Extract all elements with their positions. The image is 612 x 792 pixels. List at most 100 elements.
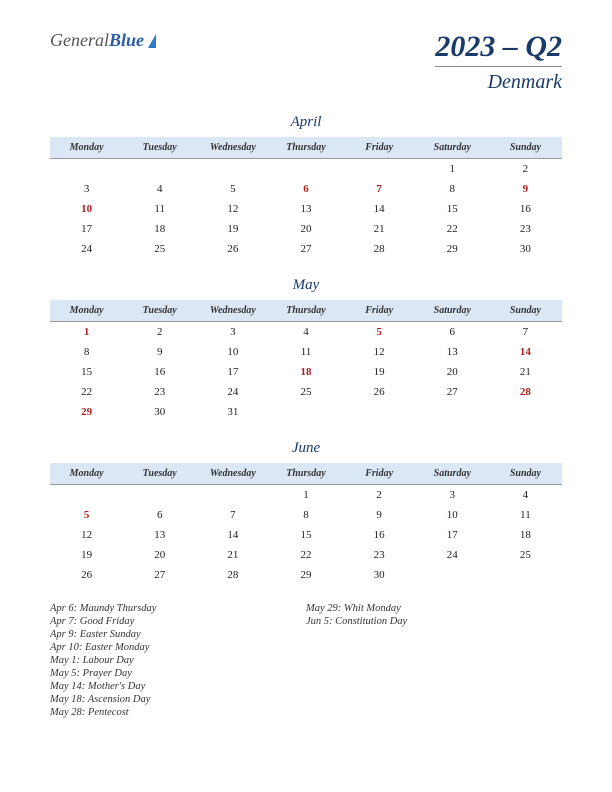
day-header: Tuesday [123, 300, 196, 322]
calendar-cell: 1 [50, 322, 123, 343]
logo-triangle-icon [148, 34, 156, 48]
calendar-cell: 7 [489, 322, 562, 343]
holiday-entry: May 28: Pentecost [50, 707, 306, 718]
holiday-entry: May 1: Labour Day [50, 655, 306, 666]
calendar-cell: 1 [269, 485, 342, 506]
calendar-cell: 23 [489, 219, 562, 239]
day-header: Tuesday [123, 137, 196, 159]
calendar-cell: 3 [196, 322, 269, 343]
holiday-entry: May 29: Whit Monday [306, 603, 562, 614]
calendar-cell: 21 [343, 219, 416, 239]
calendar-cell: 22 [50, 382, 123, 402]
calendar-cell: 13 [269, 199, 342, 219]
calendar-cell: 21 [489, 362, 562, 382]
day-header: Friday [343, 300, 416, 322]
holidays-section: Apr 6: Maundy Thursday Apr 7: Good Friday… [50, 603, 562, 720]
calendar-cell: 18 [489, 525, 562, 545]
calendar-cell [416, 402, 489, 422]
calendar-cell: 21 [196, 545, 269, 565]
calendar-cell: 3 [416, 485, 489, 506]
calendar-cell: 14 [196, 525, 269, 545]
holiday-entry: Apr 6: Maundy Thursday [50, 603, 306, 614]
calendar-cell: 30 [123, 402, 196, 422]
calendar-cell: 27 [416, 382, 489, 402]
month-block: MayMondayTuesdayWednesdayThursdayFridayS… [50, 277, 562, 422]
calendar-cell: 2 [123, 322, 196, 343]
holiday-entry: May 18: Ascension Day [50, 694, 306, 705]
calendar-cell: 18 [269, 362, 342, 382]
calendar-cell: 20 [123, 545, 196, 565]
calendar-cell: 20 [416, 362, 489, 382]
calendar-cell: 29 [269, 565, 342, 585]
calendar-cell: 9 [343, 505, 416, 525]
calendar-cell: 19 [50, 545, 123, 565]
calendar-cell [269, 159, 342, 180]
calendar-cell: 15 [416, 199, 489, 219]
holiday-entry: Jun 5: Constitution Day [306, 616, 562, 627]
day-header: Monday [50, 463, 123, 485]
day-header: Sunday [489, 300, 562, 322]
calendar-cell: 24 [50, 239, 123, 259]
holiday-entry: Apr 7: Good Friday [50, 616, 306, 627]
logo: GeneralBlue [50, 30, 156, 51]
calendar-cell: 14 [489, 342, 562, 362]
calendar-cell: 5 [50, 505, 123, 525]
calendar-row: 567891011 [50, 505, 562, 525]
calendar-cell [50, 159, 123, 180]
month-block: June MondayTuesdayWednesdayThursdayFriday… [50, 440, 562, 585]
calendar-cell: 9 [489, 179, 562, 199]
calendar-cell: 4 [489, 485, 562, 506]
calendar-cell: 30 [489, 239, 562, 259]
calendar-row: 15161718192021 [50, 362, 562, 382]
calendar-cell: 10 [50, 199, 123, 219]
calendar-cell: 20 [269, 219, 342, 239]
day-header: Friday [343, 463, 416, 485]
calendar-cell: 6 [269, 179, 342, 199]
calendar-cell: 9 [123, 342, 196, 362]
day-header: Monday [50, 137, 123, 159]
calendar-cell: 17 [416, 525, 489, 545]
day-header: Sunday [489, 463, 562, 485]
calendar-cell: 23 [343, 545, 416, 565]
calendar-cell: 26 [343, 382, 416, 402]
calendar-cell: 17 [50, 219, 123, 239]
calendar-row: 891011121314 [50, 342, 562, 362]
calendar-cell: 18 [123, 219, 196, 239]
calendar-cell: 31 [196, 402, 269, 422]
calendar-cell: 28 [343, 239, 416, 259]
calendar-cell: 11 [489, 505, 562, 525]
calendar-cell [50, 485, 123, 506]
calendar-cell [416, 565, 489, 585]
logo-part1: General [50, 30, 109, 50]
calendar-table: MondayTuesdayWednesdayThursdayFridaySatu… [50, 463, 562, 585]
day-header: Thursday [269, 137, 342, 159]
calendar-cell: 8 [50, 342, 123, 362]
calendar-cell: 16 [343, 525, 416, 545]
calendar-cell: 26 [50, 565, 123, 585]
calendar-cell: 24 [416, 545, 489, 565]
calendar-cell: 25 [269, 382, 342, 402]
month-block: AprilMondayTuesdayWednesdayThursdayFrida… [50, 114, 562, 259]
calendar-row: 10111213141516 [50, 199, 562, 219]
calendar-row: 17181920212223 [50, 219, 562, 239]
calendar-row: 1234 [50, 485, 562, 506]
calendar-cell: 11 [123, 199, 196, 219]
calendar-cell: 1 [416, 159, 489, 180]
calendar-table: MondayTuesdayWednesdayThursdayFridaySatu… [50, 137, 562, 259]
calendar-cell: 16 [123, 362, 196, 382]
calendar-cell: 27 [123, 565, 196, 585]
day-header: Wednesday [196, 463, 269, 485]
day-header: Friday [343, 137, 416, 159]
day-header: Tuesday [123, 463, 196, 485]
calendar-cell: 2 [489, 159, 562, 180]
holiday-entry: May 5: Prayer Day [50, 668, 306, 679]
logo-text: GeneralBlue [50, 30, 144, 51]
month-title: June [50, 440, 562, 457]
calendar-cell [343, 402, 416, 422]
calendar-row: 293031 [50, 402, 562, 422]
calendar-cell: 28 [489, 382, 562, 402]
calendar-cell: 12 [50, 525, 123, 545]
holiday-entry: Apr 9: Easter Sunday [50, 629, 306, 640]
calendar-row: 3456789 [50, 179, 562, 199]
calendar-cell: 26 [196, 239, 269, 259]
